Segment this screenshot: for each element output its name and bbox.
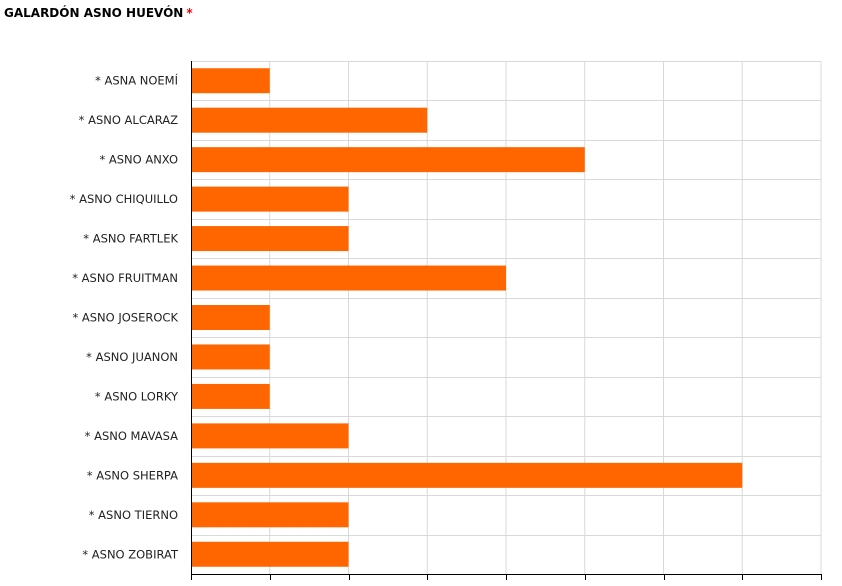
title-marker: * — [186, 6, 193, 20]
category-label: * ASNO FARTLEK — [83, 232, 178, 246]
category-label: * ASNO CHIQUILLO — [70, 192, 178, 206]
category-label: * ASNO SHERPA — [87, 468, 178, 482]
category-label: * ASNO JUANON — [86, 350, 178, 364]
bar — [191, 462, 743, 488]
bar — [191, 383, 270, 409]
category-label: * ASNA NOEMÍ — [95, 73, 179, 88]
category-label: * ASNO ZOBIRAT — [82, 547, 179, 561]
bar — [191, 305, 270, 330]
bar — [191, 186, 349, 212]
bar — [191, 502, 349, 528]
bar — [191, 107, 428, 133]
category-label: * ASNO TIERNO — [89, 508, 178, 522]
chart-title: GALARDÓN ASNO HUEVÓN * — [4, 6, 193, 20]
category-label: * ASNO LORKY — [95, 389, 179, 403]
bar — [191, 265, 506, 291]
bar — [191, 147, 585, 173]
chart-title-text: GALARDÓN ASNO HUEVÓN — [4, 6, 184, 20]
category-label: * ASNO ANXO — [99, 153, 178, 167]
bar — [191, 68, 270, 94]
category-label: * ASNO FRUITMAN — [72, 271, 178, 285]
bar — [191, 423, 349, 449]
bar — [191, 226, 349, 252]
category-label: * ASNO ALCARAZ — [79, 113, 178, 127]
category-label: * ASNO MAVASA — [85, 429, 178, 443]
bar — [191, 344, 270, 370]
bar — [191, 541, 349, 567]
category-label: * ASNO JOSEROCK — [72, 311, 178, 325]
